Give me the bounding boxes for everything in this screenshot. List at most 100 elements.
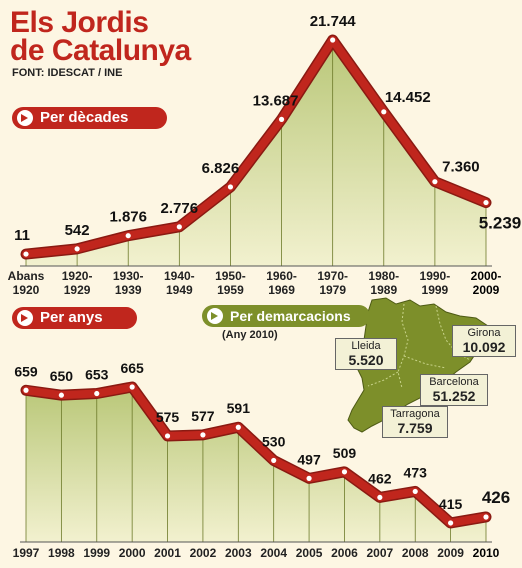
arrow-right-icon [207, 308, 223, 324]
category-label: 1940-1949 [164, 269, 195, 297]
category-label: 2010 [473, 546, 500, 560]
page-title-line2: de Catalunya [10, 34, 191, 67]
category-label: 1950-1959 [215, 269, 246, 297]
data-point [200, 432, 206, 438]
category-label: 2002 [190, 546, 217, 560]
data-point [58, 392, 64, 398]
data-label: 577 [191, 408, 215, 424]
region-label-lleida: Lleida 5.520 [335, 338, 397, 370]
category-label: 1997 [13, 546, 40, 560]
regions-year-note: (Any 2010) [222, 329, 278, 341]
region-name: Lleida [351, 340, 381, 352]
category-label: 2000 [119, 546, 146, 560]
data-label: 473 [404, 464, 428, 480]
region-value: 5.520 [348, 352, 384, 368]
region-value: 7.759 [397, 420, 433, 436]
category-label: 1999 [83, 546, 110, 560]
years-chart: 659 650 653 665 575 577 591 530 497 509 462 473 415 4… [13, 360, 511, 560]
data-point [483, 514, 489, 520]
data-label: 21.744 [310, 13, 357, 30]
category-label: 1960-1969 [266, 269, 297, 297]
region-label-tarragona: Tarragona 7.759 [382, 406, 448, 438]
data-point [23, 251, 29, 257]
data-label: 462 [368, 470, 392, 486]
data-label: 653 [85, 367, 109, 383]
data-point [125, 233, 131, 239]
data-point [164, 433, 171, 439]
category-label: 1990-1999 [420, 269, 451, 297]
region-border-lines [367, 303, 471, 389]
data-label: 11 [14, 227, 30, 244]
data-point [74, 246, 80, 252]
data-point [483, 199, 489, 206]
data-label: 497 [297, 451, 321, 467]
data-label: 591 [227, 400, 251, 416]
category-label: 1998 [48, 546, 75, 560]
data-point [330, 37, 336, 43]
series-line [22, 36, 490, 259]
category-label: 2005 [296, 546, 323, 560]
category-label: 2008 [402, 546, 429, 560]
pill-per-years-label: Per anys [40, 309, 103, 326]
pill-per-decades-label: Per dècades [40, 109, 129, 126]
data-label: 5.239 [479, 214, 522, 233]
category-label: 1930-1939 [113, 269, 144, 297]
data-label: 7.360 [442, 159, 480, 176]
data-point [23, 387, 29, 393]
region-label-barcelona: Barcelona 51.252 [420, 374, 488, 406]
data-label: 2.776 [161, 200, 199, 217]
data-point [448, 520, 454, 526]
arrow-right-icon [17, 110, 33, 126]
data-label: 650 [50, 368, 74, 384]
region-label-girona: Girona 10.092 [452, 325, 516, 357]
category-label: 1980-1989 [368, 269, 399, 297]
pill-per-regions: Per demarcacions [202, 305, 370, 327]
category-label: 1970-1979 [317, 269, 348, 297]
data-label: 14.452 [385, 89, 431, 106]
category-label: 2004 [260, 546, 287, 560]
data-point [278, 116, 285, 122]
decades-chart: 11 542 1.876 2.776 6.826 13.687 21.744 14.452 7.… [8, 13, 522, 297]
category-label: 2006 [331, 546, 358, 560]
category-label: 1920-1929 [62, 269, 93, 297]
data-point [129, 384, 135, 390]
region-value: 10.092 [462, 339, 506, 355]
data-point [377, 494, 383, 501]
data-label: 542 [65, 222, 90, 239]
page-title-line1: Els Jordis [10, 6, 149, 39]
data-point [235, 424, 241, 430]
pill-per-years: Per anys [12, 307, 137, 329]
data-label: 530 [262, 433, 286, 449]
data-label: 1.876 [109, 209, 147, 226]
pill-per-regions-label: Per demarcacions [230, 308, 351, 324]
category-label: 2009 [437, 546, 464, 560]
data-point [432, 179, 438, 185]
data-point [94, 390, 100, 397]
data-point [271, 457, 277, 464]
data-label: 6.826 [202, 160, 240, 177]
area-fill [26, 387, 486, 542]
category-label: 2007 [366, 546, 393, 560]
category-label: Abans 1920 [8, 269, 45, 297]
data-point [306, 475, 312, 481]
data-point [412, 488, 418, 495]
arrow-right-icon [17, 310, 33, 326]
category-label: 2003 [225, 546, 252, 560]
region-name: Tarragona [390, 408, 440, 420]
series-line [22, 383, 490, 527]
data-point [227, 184, 234, 190]
data-label: 13.687 [253, 92, 299, 109]
data-point [176, 224, 182, 230]
data-label: 426 [482, 488, 510, 507]
data-point [381, 109, 387, 115]
pill-per-decades: Per dècades [12, 107, 167, 129]
data-label: 415 [439, 496, 463, 512]
data-point [341, 469, 348, 475]
region-value: 51.252 [432, 388, 476, 404]
data-label: 659 [14, 363, 38, 379]
region-name: Girona [467, 327, 501, 339]
data-label: 665 [120, 360, 144, 376]
category-label: 2001 [154, 546, 181, 560]
region-name: Barcelona [429, 376, 479, 388]
